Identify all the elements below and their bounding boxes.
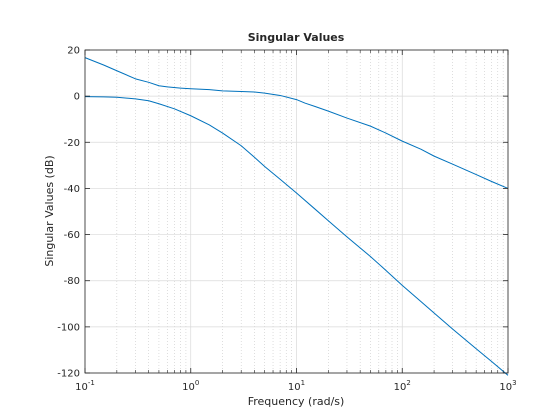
y-axis-label: Singular Values (dB) — [43, 155, 56, 266]
x-tick-label: 10-1 — [75, 379, 95, 393]
y-tick-label: 20 — [67, 46, 80, 57]
major-grid — [84, 49, 509, 374]
y-tick-label: -80 — [64, 276, 80, 287]
x-tick-labels: 10-1 100 101 102 103 — [75, 379, 516, 393]
y-tick-label: -20 — [64, 138, 80, 149]
tick-marks — [84, 49, 509, 374]
x-tick-label: 101 — [288, 379, 305, 393]
series-line-1 — [84, 57, 509, 189]
y-tick-label: -40 — [64, 184, 80, 195]
x-tick-label: 103 — [499, 379, 516, 393]
x-axis-label: Frequency (rad/s) — [248, 395, 345, 408]
y-tick-labels: 20 0 -20 -40 -60 -80 -100 -120 — [57, 46, 80, 380]
chart-title: Singular Values — [248, 31, 345, 44]
y-tick-label: -120 — [57, 369, 80, 380]
series-line-2 — [84, 96, 509, 376]
y-tick-label: 0 — [74, 92, 80, 103]
y-tick-label: -60 — [64, 230, 80, 241]
series-layer — [84, 57, 509, 376]
x-tick-label: 100 — [182, 379, 199, 393]
y-tick-label: -100 — [57, 322, 80, 333]
x-tick-label: 102 — [394, 379, 411, 393]
